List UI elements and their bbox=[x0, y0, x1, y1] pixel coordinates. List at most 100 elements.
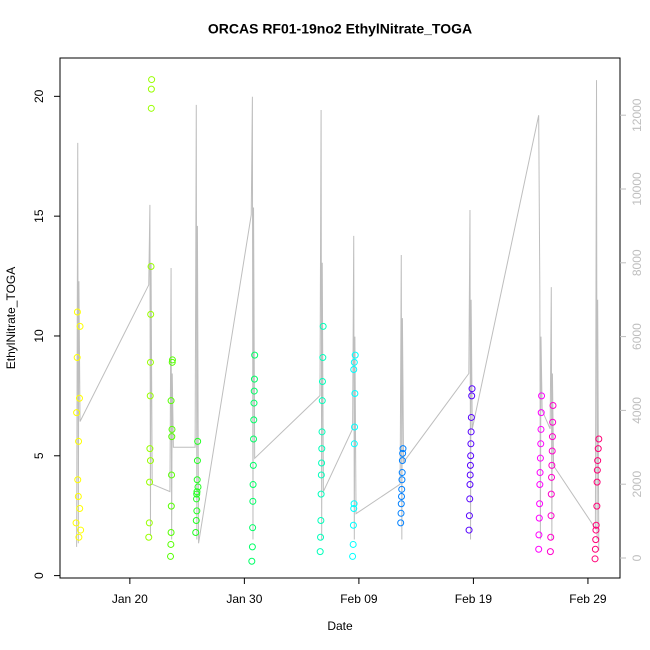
y-tick-label: 0 bbox=[32, 572, 46, 579]
point bbox=[593, 466, 601, 474]
point bbox=[350, 500, 358, 508]
y2-tick-label: 10000 bbox=[630, 172, 644, 206]
y-tick-label: 5 bbox=[32, 452, 46, 459]
point bbox=[251, 351, 259, 359]
point bbox=[193, 507, 201, 515]
point bbox=[467, 452, 475, 460]
point bbox=[537, 409, 545, 417]
point bbox=[250, 399, 258, 407]
point bbox=[167, 397, 175, 405]
point bbox=[350, 440, 358, 448]
point bbox=[594, 457, 602, 465]
point bbox=[147, 104, 155, 112]
point bbox=[465, 512, 473, 520]
point bbox=[398, 485, 406, 493]
point bbox=[317, 533, 325, 541]
point bbox=[168, 433, 176, 441]
point bbox=[193, 495, 201, 503]
point bbox=[466, 481, 474, 489]
point bbox=[194, 483, 202, 491]
point bbox=[193, 476, 201, 484]
point bbox=[536, 481, 544, 489]
point bbox=[249, 524, 257, 532]
point bbox=[466, 471, 474, 479]
point bbox=[591, 545, 599, 553]
point bbox=[399, 449, 407, 457]
point bbox=[397, 519, 405, 527]
point bbox=[168, 356, 176, 364]
point bbox=[535, 545, 543, 553]
point bbox=[318, 378, 326, 386]
point bbox=[168, 425, 176, 433]
point bbox=[167, 540, 175, 548]
point bbox=[318, 445, 326, 453]
point bbox=[351, 389, 359, 397]
point bbox=[168, 358, 176, 366]
point bbox=[466, 461, 474, 469]
point bbox=[146, 358, 154, 366]
point bbox=[466, 495, 474, 503]
point bbox=[168, 471, 176, 479]
point bbox=[317, 490, 325, 498]
point bbox=[351, 351, 359, 359]
point bbox=[318, 428, 326, 436]
point bbox=[192, 516, 200, 524]
point bbox=[467, 440, 475, 448]
point bbox=[75, 533, 83, 541]
y2-tick-label: 8000 bbox=[630, 249, 644, 276]
x-tick-label: Feb 19 bbox=[455, 592, 493, 606]
point bbox=[147, 310, 155, 318]
point bbox=[146, 392, 154, 400]
point bbox=[349, 552, 357, 560]
point bbox=[548, 473, 556, 481]
point bbox=[193, 488, 201, 496]
y2-tick-label: 2000 bbox=[630, 471, 644, 498]
point bbox=[250, 435, 258, 443]
point bbox=[549, 418, 557, 426]
x-tick-label: Jan 20 bbox=[112, 592, 148, 606]
point bbox=[319, 322, 327, 330]
point bbox=[349, 540, 357, 548]
point bbox=[547, 512, 555, 520]
point bbox=[465, 526, 473, 534]
point bbox=[75, 394, 83, 402]
x-tick-label: Jan 30 bbox=[226, 592, 262, 606]
point bbox=[73, 308, 81, 316]
point bbox=[318, 397, 326, 405]
y-tick-label: 20 bbox=[32, 89, 46, 103]
y2-tick-label: 4000 bbox=[630, 397, 644, 424]
point bbox=[593, 502, 601, 510]
point bbox=[317, 516, 325, 524]
point bbox=[536, 454, 544, 462]
point bbox=[192, 528, 200, 536]
point bbox=[538, 392, 546, 400]
chart-title: ORCAS RF01-19no2 EthylNitrate_TOGA bbox=[208, 21, 472, 37]
point bbox=[546, 548, 554, 556]
point bbox=[248, 543, 256, 551]
point bbox=[592, 536, 600, 544]
point bbox=[398, 469, 406, 477]
point bbox=[397, 493, 405, 501]
point bbox=[547, 533, 555, 541]
point bbox=[146, 457, 154, 465]
point bbox=[595, 435, 603, 443]
y-axis-label: EthylNitrate_TOGA bbox=[4, 267, 18, 369]
point bbox=[593, 478, 601, 486]
point bbox=[594, 445, 602, 453]
point bbox=[536, 469, 544, 477]
point bbox=[250, 416, 258, 424]
point bbox=[349, 521, 357, 529]
x-tick-label: Feb 09 bbox=[340, 592, 378, 606]
point bbox=[250, 375, 258, 383]
y2-tick-label: 12000 bbox=[630, 98, 644, 132]
point bbox=[592, 526, 600, 534]
point bbox=[72, 519, 80, 527]
y-tick-label: 15 bbox=[32, 209, 46, 223]
point bbox=[75, 437, 83, 445]
point bbox=[73, 409, 81, 417]
point bbox=[467, 428, 475, 436]
point bbox=[145, 533, 153, 541]
point bbox=[316, 548, 324, 556]
point bbox=[535, 531, 543, 539]
